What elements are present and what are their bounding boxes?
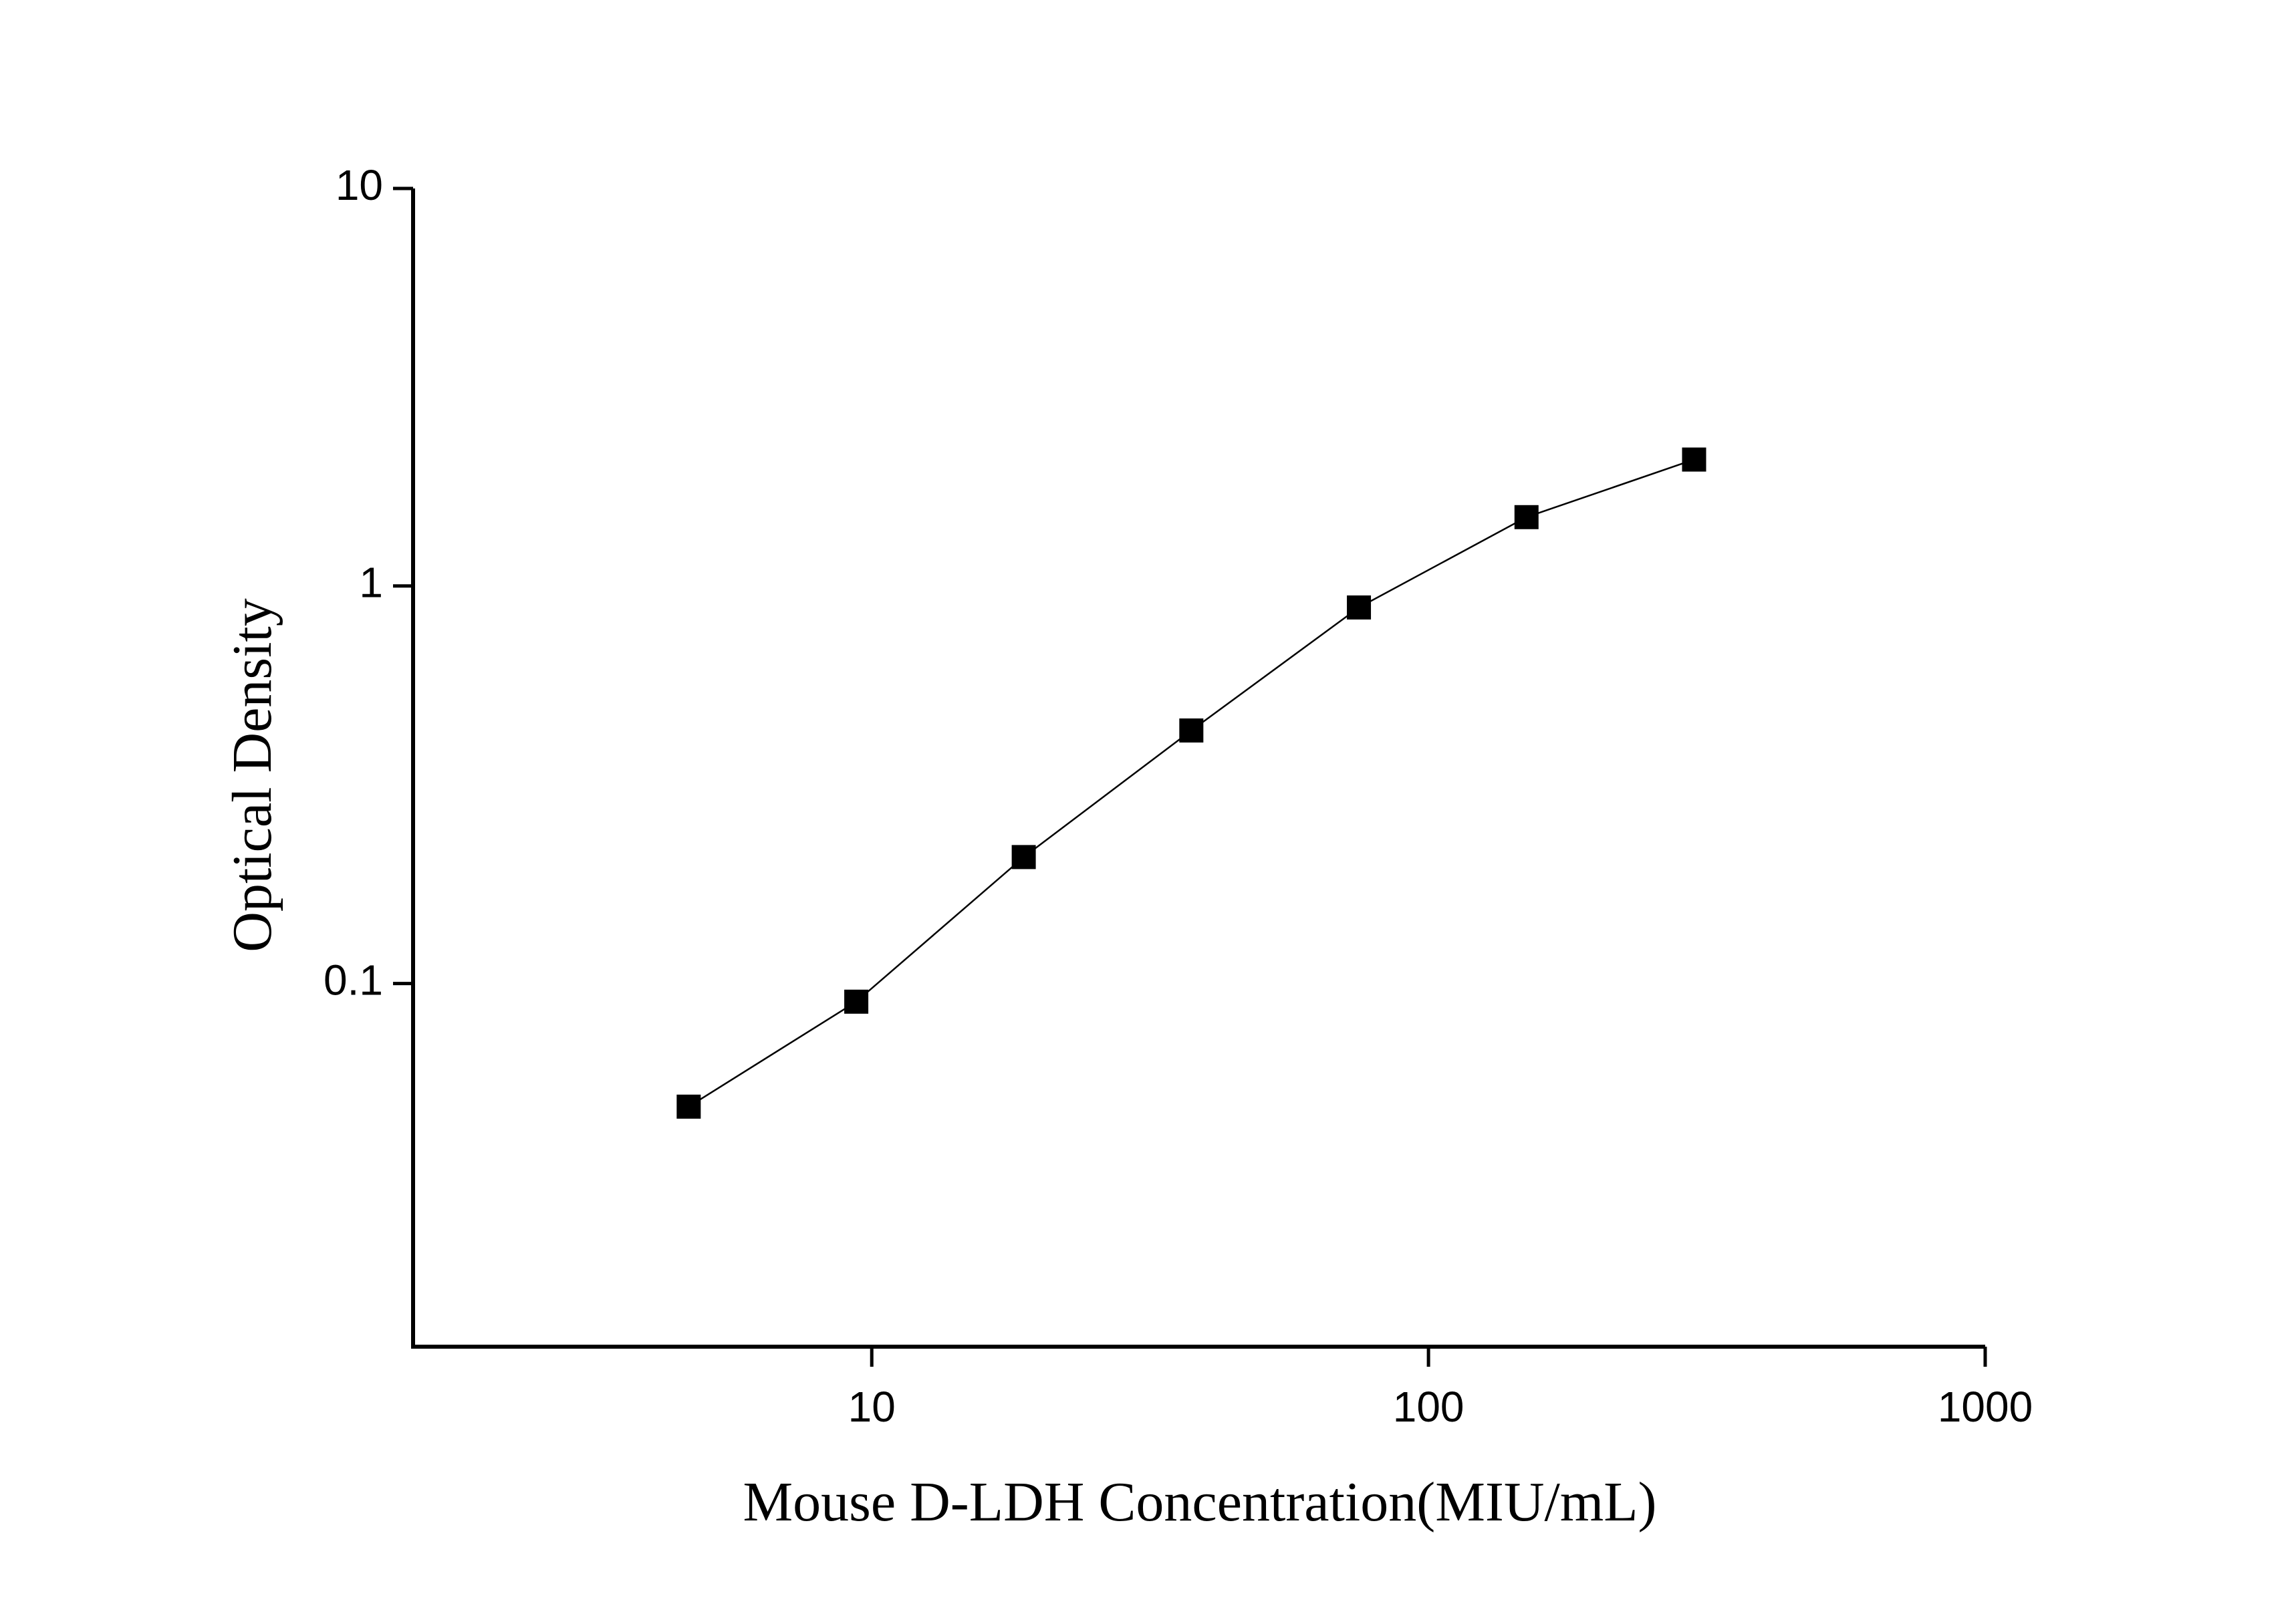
series-line [688,458,1694,1107]
x-tick-label: 10 [848,1383,896,1431]
data-point [1514,505,1539,529]
data-point [844,989,869,1014]
y-axis-title: Optical Density [221,598,283,952]
data-point [676,1094,701,1119]
data-point [1347,595,1372,620]
x-tick-label: 1000 [1938,1383,2033,1431]
y-tick-label: 10 [336,161,383,209]
x-tick-label: 100 [1393,1383,1464,1431]
y-tick-label: 1 [359,559,383,607]
y-tick-label: 0.1 [324,956,383,1004]
data-point [1179,718,1204,743]
x-axis-title: Mouse D-LDH Concentration(MIU/mL) [743,1471,1656,1533]
data-point [1011,845,1036,869]
data-point [1682,447,1706,472]
